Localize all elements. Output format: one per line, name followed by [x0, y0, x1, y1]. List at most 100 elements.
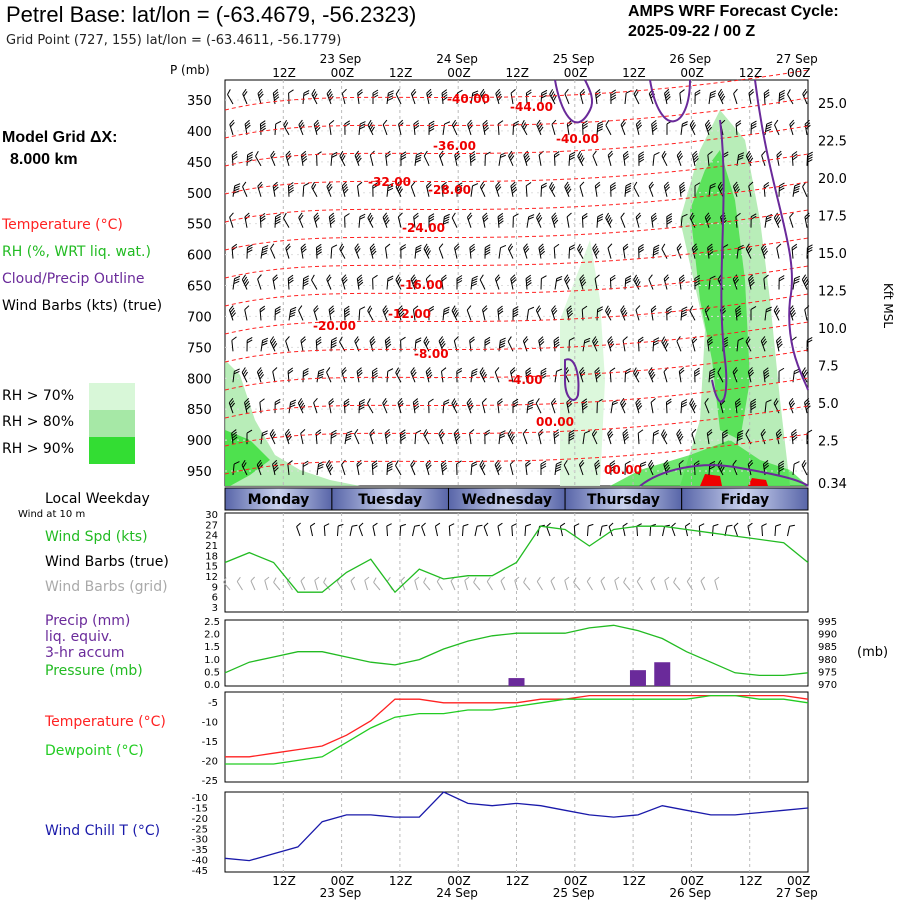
grid-wind-barb: [364, 576, 370, 591]
pressure-tick-label: 600: [187, 249, 212, 264]
surface-wind-barb: [511, 523, 517, 537]
wind-barb: [372, 274, 378, 290]
bottom-time-label: 12Z: [506, 874, 530, 888]
wind-barb: [357, 89, 363, 105]
wind-barb: [806, 336, 813, 352]
pressure-tick-label: 400: [187, 125, 212, 140]
wind-barb: [412, 398, 420, 414]
wind-barb: [395, 88, 402, 105]
wind-barb: [288, 89, 294, 105]
wind-barb: [410, 88, 417, 105]
wind-barb: [694, 367, 700, 383]
legend-rh: RH (%, WRT liq. wat.): [2, 244, 151, 260]
wind-tick-label: 6: [212, 593, 218, 604]
surface-wind-barb: [761, 523, 767, 537]
grid-wind-barb: [473, 577, 481, 591]
grid-wind-barb: [250, 576, 256, 591]
temp-tick-label: -20: [202, 757, 218, 768]
temperature-contour-label: -44.00: [510, 100, 553, 114]
wind-barb: [507, 243, 514, 259]
wind-barb: [736, 244, 744, 259]
wind-barb: [367, 305, 374, 321]
wind-barb: [428, 305, 435, 321]
wind-barb: [635, 212, 642, 228]
wind-barb: [495, 181, 502, 197]
wind-barb: [479, 367, 487, 383]
wind-barb: [678, 274, 686, 290]
wind-tick-label: 9: [212, 582, 218, 593]
wind-barb: [691, 428, 697, 445]
wind-barb: [566, 212, 572, 228]
wind-barb: [663, 459, 671, 476]
wind-barb: [425, 274, 431, 290]
top-time-label: 12Z: [622, 66, 646, 80]
grid-wind-barb: [664, 576, 670, 591]
wind-barb: [676, 150, 684, 167]
wind-barb: [395, 367, 402, 383]
wind-barb: [325, 459, 334, 476]
wind-barb: [620, 398, 627, 414]
wind-barb: [300, 243, 307, 259]
wind-barb: [330, 151, 338, 166]
wind-barb: [554, 275, 563, 290]
height-tick-label: 5.0: [818, 397, 839, 412]
wind-barb: [692, 150, 699, 166]
dewpoint-line: [225, 694, 809, 765]
wind-barb: [298, 305, 304, 321]
wind-barb: [540, 182, 547, 197]
wind-barb: [748, 181, 754, 197]
wind-barb: [594, 459, 601, 476]
precip-tick-label: 0.0: [204, 680, 220, 691]
grid-wind-barb: [623, 577, 631, 591]
rh-80-label: RH > 80%: [2, 414, 75, 430]
wind-barb: [246, 429, 253, 445]
cloud-outline: [711, 119, 728, 403]
wind-10m-label: Wind at 10 m: [18, 509, 86, 520]
wind-barb: [633, 88, 640, 105]
wind-barb: [454, 243, 460, 259]
wind-barb: [750, 305, 757, 321]
wind-barb: [736, 337, 744, 352]
wind-barb: [666, 213, 673, 228]
wind-barb: [451, 305, 459, 321]
wind-barb: [521, 120, 528, 136]
grid-wind-barb: [586, 576, 593, 591]
temperature-contour: [224, 321, 809, 363]
windchill-tick-label: -30: [192, 835, 208, 846]
wind-barb: [594, 274, 600, 290]
wind-barb: [269, 429, 276, 445]
wind-barb: [540, 275, 547, 290]
wind-barb: [661, 429, 668, 445]
wind-barb: [482, 305, 488, 321]
wind-barb: [680, 121, 688, 135]
precip-tick-label: 2.5: [204, 617, 220, 628]
cloud-outline: [754, 79, 809, 391]
wind-barb: [680, 399, 688, 414]
wind-barb: [564, 88, 570, 105]
wind-barb: [326, 274, 332, 290]
wind-barb: [232, 183, 241, 197]
wind-barb: [745, 336, 752, 352]
temp-tick-label: -10: [202, 718, 218, 729]
wind-barb: [708, 183, 716, 197]
wind-barb: [689, 305, 696, 321]
wind-barb: [260, 337, 269, 352]
pressure-tick-label: 980: [818, 655, 837, 666]
wind-barb: [804, 305, 810, 321]
wind-barb: [540, 89, 548, 105]
wind-barb: [228, 305, 236, 321]
grid-wind-barb: [300, 576, 306, 591]
wind-barb: [494, 274, 501, 290]
temperature-contour: [224, 265, 809, 307]
bottom-time-label: 12Z: [389, 874, 413, 888]
wind-barb: [498, 430, 506, 445]
wind-barb: [438, 243, 444, 259]
grid-wind-barb: [236, 576, 243, 591]
wind-barb: [300, 150, 308, 166]
wind-barb: [508, 150, 515, 167]
wind-barb: [778, 275, 785, 290]
wind-barb: [596, 213, 604, 228]
wind-barb: [339, 243, 346, 259]
wind-barb: [605, 212, 613, 228]
temperature-contour-label: -40.00: [556, 132, 599, 146]
